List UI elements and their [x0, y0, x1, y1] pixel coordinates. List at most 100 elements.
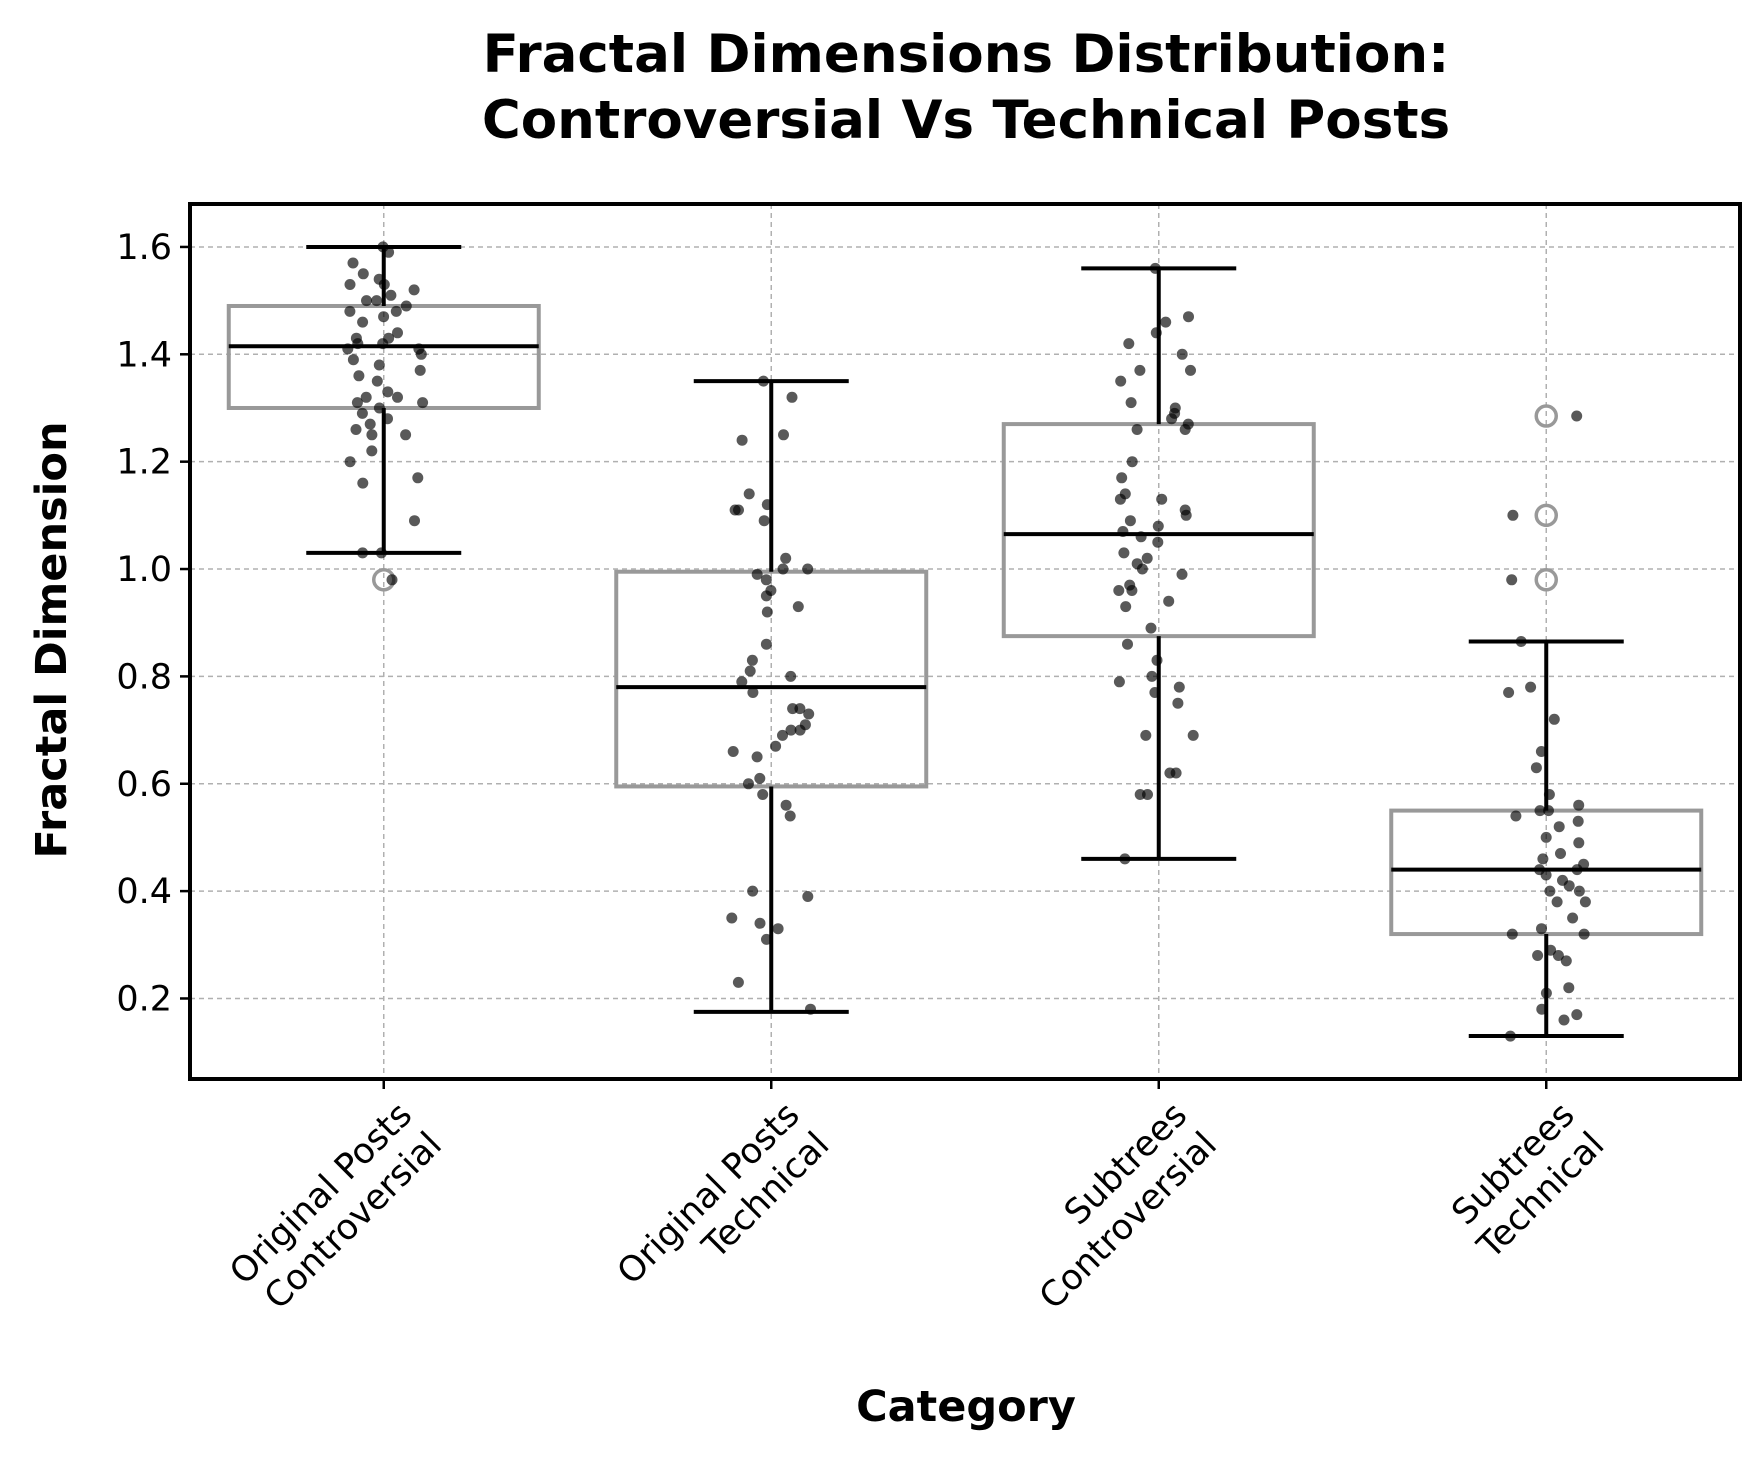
data-point: [754, 917, 766, 929]
data-point: [761, 606, 773, 618]
data-point: [373, 359, 385, 371]
data-point: [347, 257, 359, 269]
data-point: [400, 300, 412, 312]
data-point: [1525, 681, 1537, 693]
data-point: [344, 456, 356, 468]
data-point: [342, 343, 354, 355]
data-point: [785, 724, 797, 736]
data-point: [366, 429, 378, 441]
data-point: [1579, 896, 1591, 908]
data-point: [802, 891, 814, 902]
data-point: [1151, 654, 1163, 666]
data-point: [353, 370, 365, 382]
data-point: [1571, 410, 1583, 422]
data-point: [356, 407, 368, 419]
data-point: [1126, 456, 1138, 468]
data-point: [1504, 1030, 1516, 1042]
data-point: [1543, 789, 1555, 800]
data-point: [1160, 316, 1172, 328]
data-point: [794, 703, 806, 715]
data-point: [751, 751, 763, 763]
data-point: [1125, 397, 1137, 409]
data-point: [1506, 574, 1518, 586]
data-point: [1152, 520, 1164, 532]
grid-lines: [190, 204, 1740, 1079]
data-point: [786, 391, 798, 403]
data-point: [1536, 923, 1547, 935]
y-axis-label: Fractal Dimension: [27, 421, 77, 858]
data-point: [1567, 912, 1579, 924]
data-point: [1119, 853, 1131, 865]
data-point: [352, 338, 364, 350]
data-point: [357, 268, 369, 280]
data-point: [778, 429, 789, 441]
data-point: [757, 789, 769, 800]
data-point: [772, 923, 784, 935]
data-point: [1578, 928, 1590, 940]
data-point: [1140, 729, 1152, 741]
data-point: [1536, 1003, 1548, 1015]
data-point: [1131, 424, 1143, 435]
data-point: [1145, 622, 1157, 634]
data-point: [761, 499, 773, 511]
data-point: [1150, 327, 1162, 339]
data-point: [1118, 547, 1130, 559]
data-point: [383, 246, 395, 258]
data-point: [1173, 681, 1185, 693]
data-point: [1187, 729, 1199, 741]
data-point: [1179, 424, 1191, 435]
data-point: [1115, 375, 1127, 387]
data-point: [1552, 950, 1564, 961]
data-point: [747, 687, 759, 698]
data-point: [1185, 364, 1196, 376]
data-point: [390, 305, 402, 317]
data-point: [780, 552, 792, 564]
data-point: [760, 574, 772, 586]
data-point: [1122, 638, 1133, 650]
data-point: [1540, 987, 1552, 999]
data-point: [1166, 413, 1178, 425]
data-point: [1558, 1014, 1570, 1026]
data-point: [1563, 880, 1575, 892]
data-point: [385, 289, 397, 301]
data-point: [754, 772, 766, 784]
data-point: [1116, 472, 1128, 484]
data-point: [392, 391, 403, 403]
data-point: [784, 810, 796, 822]
data-point: [351, 397, 363, 409]
data-point: [1532, 950, 1544, 961]
data-point: [1573, 837, 1585, 849]
data-point: [1503, 687, 1515, 698]
data-point: [758, 515, 770, 527]
data-point: [414, 364, 426, 376]
data-point: [1545, 944, 1557, 956]
outlier-marker: [1534, 404, 1558, 428]
chart-title-line-1: Fractal Dimensions Distribution:: [483, 24, 1450, 85]
data-point: [364, 418, 376, 430]
data-point: [770, 740, 782, 752]
data-point: [1120, 601, 1132, 613]
data-point: [344, 305, 356, 317]
data-point: [751, 568, 763, 580]
data-point: [1573, 885, 1585, 897]
data-point: [408, 284, 420, 296]
y-tick-label: 0.6: [116, 765, 172, 805]
data-point: [1571, 1009, 1583, 1021]
data-point: [361, 295, 372, 307]
data-point: [777, 563, 789, 575]
data-point: [1146, 670, 1158, 682]
data-point: [1571, 864, 1583, 876]
data-point: [777, 729, 788, 741]
data-point: [1540, 831, 1552, 843]
data-point: [1176, 568, 1188, 580]
data-point: [1164, 767, 1176, 779]
data-point: [1113, 676, 1125, 688]
data-point: [760, 638, 772, 650]
data-point: [350, 424, 362, 435]
boxes: [226, 244, 1704, 1039]
data-point: [736, 434, 748, 446]
y-tick-label: 0.8: [116, 657, 172, 697]
